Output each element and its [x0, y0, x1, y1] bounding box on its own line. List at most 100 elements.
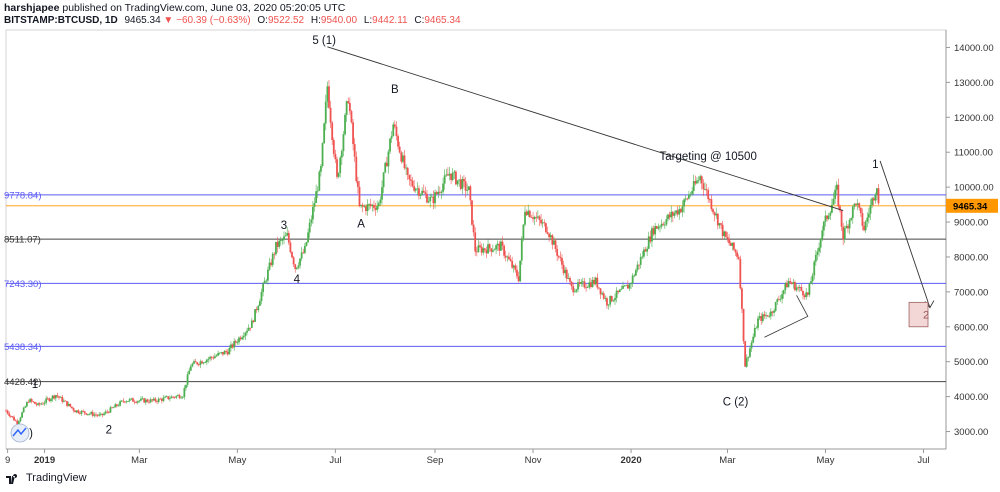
candle-body: [287, 232, 290, 243]
price-change: ▼ −60.39 (−0.63%): [163, 15, 251, 26]
candle-body: [654, 226, 657, 235]
candle-body: [135, 402, 138, 403]
candle-body: [207, 358, 210, 360]
candle-body: [96, 415, 99, 416]
projection-arrow: [879, 160, 931, 308]
candle-body: [22, 407, 25, 413]
candle-body: [623, 285, 626, 287]
candle-body: [671, 211, 674, 216]
candle-body: [130, 398, 133, 400]
candle-body: [276, 241, 279, 247]
candle-body: [681, 206, 684, 213]
candle-body: [373, 204, 375, 208]
candle-body: [583, 281, 586, 288]
candle-body: [194, 361, 197, 363]
candle-body: [665, 219, 668, 225]
candle-body: [633, 275, 636, 277]
candle-body: [786, 283, 788, 288]
candle-body: [467, 186, 470, 191]
candle-body: [300, 252, 303, 259]
candle-body: [419, 194, 422, 196]
candle-body: [360, 204, 363, 207]
y-tick-label: 4000.00: [954, 392, 988, 403]
candle-body: [544, 223, 547, 233]
candle-body: [350, 111, 353, 123]
candle-body: [11, 416, 14, 418]
candle-body: [474, 232, 477, 252]
candle-body: [312, 206, 314, 220]
candle-body: [612, 300, 615, 302]
candle-body: [384, 162, 387, 173]
candle-body: [553, 240, 555, 245]
candle-body: [551, 235, 554, 245]
candle-body: [477, 245, 480, 253]
candle-body: [522, 224, 525, 240]
candle-body: [162, 397, 165, 401]
y-tick-label: 11000.00: [954, 148, 993, 159]
candle-body: [581, 281, 584, 283]
candle-body: [117, 405, 120, 407]
candle-body: [334, 153, 337, 160]
open-label: O:: [257, 15, 268, 26]
y-tick-label: 14000.00: [954, 43, 994, 54]
candle-body: [9, 415, 12, 417]
candle-body: [679, 209, 682, 213]
candle-body: [328, 86, 330, 108]
candle-body: [606, 298, 608, 306]
candle-body: [744, 341, 747, 367]
wave-label: 2: [106, 424, 112, 436]
candle-body: [144, 399, 147, 403]
candle-body: [631, 275, 634, 284]
candle-body: [315, 191, 318, 204]
candle-body: [255, 309, 258, 311]
y-tick-label: 12000.00: [954, 113, 994, 124]
candle-body: [634, 270, 637, 276]
candle-body: [379, 199, 382, 204]
candle-body: [739, 258, 742, 289]
candle-body: [720, 223, 722, 225]
candle-body: [292, 257, 295, 265]
candle-body: [572, 286, 575, 293]
candle-body: [651, 228, 653, 242]
candle-body: [366, 204, 369, 212]
candle-body: [230, 344, 232, 349]
candle-body: [845, 225, 848, 229]
candle-body: [236, 342, 239, 344]
candle-body: [377, 203, 380, 206]
candle-body: [867, 213, 870, 218]
wave-label: A: [357, 218, 365, 230]
candle-body: [345, 101, 348, 115]
symbol-label: BITSTAMP:BTCUSD, 1D: [4, 15, 118, 26]
candle-body: [148, 401, 150, 403]
candle-body: [267, 269, 269, 281]
candle-body: [586, 287, 589, 288]
author: harshjapee: [4, 2, 60, 14]
candle-body: [641, 256, 644, 258]
candle-body: [871, 198, 873, 206]
candle-body: [856, 203, 859, 205]
candle-body: [115, 404, 118, 406]
candle-body: [760, 316, 763, 321]
candle-body: [712, 209, 714, 213]
candle-body: [429, 196, 432, 202]
candle-body: [87, 414, 89, 415]
trend-line: [327, 46, 844, 211]
candle-body: [456, 180, 459, 185]
candle-body: [622, 285, 624, 289]
level-label: 8511.07): [4, 235, 41, 246]
candle-body: [104, 411, 107, 414]
candle-body: [463, 178, 465, 182]
candle-body: [455, 171, 457, 185]
y-tick-label: 7000.00: [954, 287, 988, 298]
candle-body: [268, 262, 271, 270]
candle-body: [430, 196, 433, 198]
candle-body: [826, 215, 828, 219]
candle-body: [638, 264, 640, 266]
candle-body: [220, 352, 223, 353]
candle-body: [51, 395, 54, 400]
candle-body: [686, 198, 689, 200]
candle-body: [250, 320, 253, 328]
candle-body: [29, 399, 32, 403]
candle-body: [175, 395, 178, 398]
